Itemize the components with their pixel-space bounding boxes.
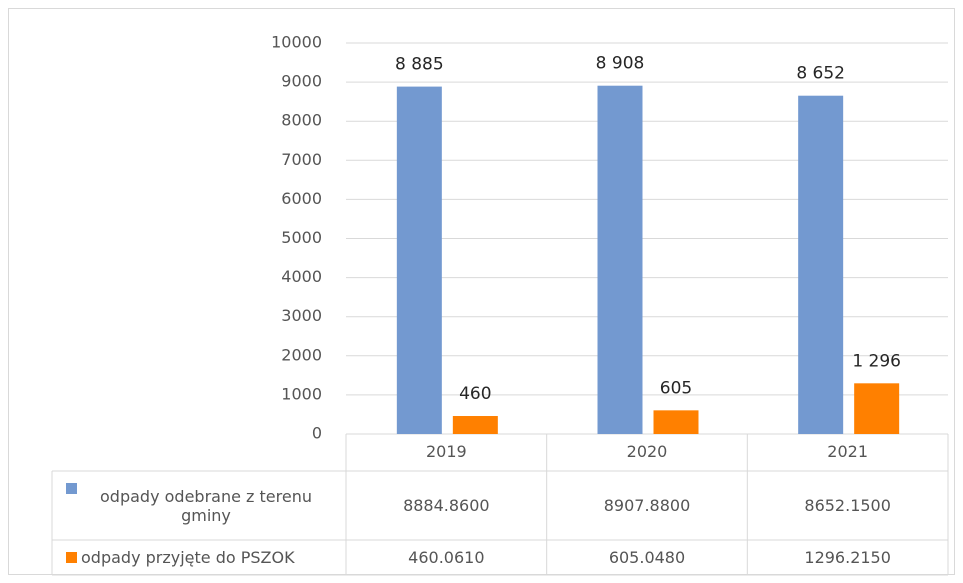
y-tick-label: 5000	[281, 228, 322, 247]
legend-item: odpady odebrane z terenu gminy	[52, 471, 346, 540]
y-tick-label: 10000	[271, 33, 322, 52]
data-label: 605	[660, 378, 692, 398]
table-value: 1296.2150	[804, 548, 891, 567]
y-tick-label: 8000	[281, 111, 322, 130]
y-tick-label: 9000	[281, 72, 322, 91]
x-tick-label: 2019	[426, 442, 467, 461]
table-value: 605.0480	[608, 548, 686, 567]
x-tick-label: 2021	[827, 442, 868, 461]
y-tick-label: 6000	[281, 189, 322, 208]
data-label: 8 908	[596, 54, 645, 74]
bar	[798, 95, 844, 435]
y-tick-label: 7000	[281, 150, 322, 169]
legend-label: odpady odebrane z terenu gminy	[100, 486, 312, 525]
data-label: 8 885	[395, 55, 444, 75]
y-tick-label: 1000	[281, 384, 322, 403]
data-label: 8 652	[796, 64, 845, 84]
y-tick-label: 3000	[281, 306, 322, 325]
table-value: 8907.8800	[603, 496, 691, 515]
y-tick-label: 0	[312, 424, 322, 443]
legend-label: odpady przyjęte do PSZOK	[81, 548, 295, 567]
bar	[597, 85, 643, 434]
legend-swatch	[66, 483, 77, 494]
bar	[854, 383, 900, 434]
bar	[452, 416, 498, 434]
legend-swatch	[66, 552, 77, 563]
bar	[396, 86, 442, 434]
data-label: 1 296	[852, 351, 901, 371]
table-value: 460.0610	[408, 548, 485, 567]
data-label: 460	[459, 384, 491, 404]
table-value: 8884.8600	[403, 496, 490, 515]
legend-item: odpady przyjęte do PSZOK	[52, 540, 346, 575]
y-tick-label: 2000	[281, 345, 322, 364]
y-tick-label: 4000	[281, 267, 322, 286]
bar	[653, 410, 699, 434]
table-value: 8652.1500	[804, 496, 891, 515]
x-tick-label: 2020	[627, 442, 668, 461]
